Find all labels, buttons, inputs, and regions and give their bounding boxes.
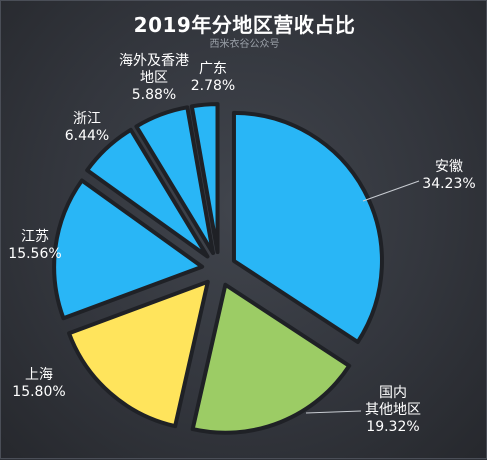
pie-slice-0 [231,110,384,344]
slice-value-label-2: 15.80% [12,384,65,400]
slice-name-label-0: 安徽 [435,159,463,175]
slice-value-label-0: 34.23% [422,176,475,192]
pie-slices [52,102,384,435]
slice-name-label-3: 江苏 [21,229,49,245]
slice-value-label-1: 19.32% [366,419,419,435]
slice-name-label-1: 其他地区 [365,402,421,418]
pie-slice-6 [189,102,220,255]
pie-slice-4 [85,127,210,259]
chart-title: 2019年分地区营收占比 [133,13,356,37]
slice-value-label-6: 2.78% [191,78,235,94]
pie-slice-1 [190,282,352,435]
leader-lines [305,180,420,414]
slice-name-label-6: 广东 [199,61,227,77]
slice-name-label-4: 浙江 [73,111,101,127]
leader-line-1 [305,410,362,414]
chart-subtitle: 西米衣谷公众号 [209,39,280,50]
leader-line-0 [362,180,420,202]
pie-slice-3 [52,178,205,321]
slice-name-label-1: 国内 [379,385,407,401]
slice-name-label-5: 海外及香港 [119,53,189,69]
slice-value-label-5: 5.88% [132,87,176,103]
slice-name-label-5: 地区 [140,70,168,86]
slice-value-label-4: 6.44% [65,128,109,144]
slice-name-label-2: 上海 [25,367,53,383]
pie-slice-5 [134,105,216,256]
pie-slice-2 [67,279,210,429]
slice-value-label-3: 15.56% [8,246,61,262]
